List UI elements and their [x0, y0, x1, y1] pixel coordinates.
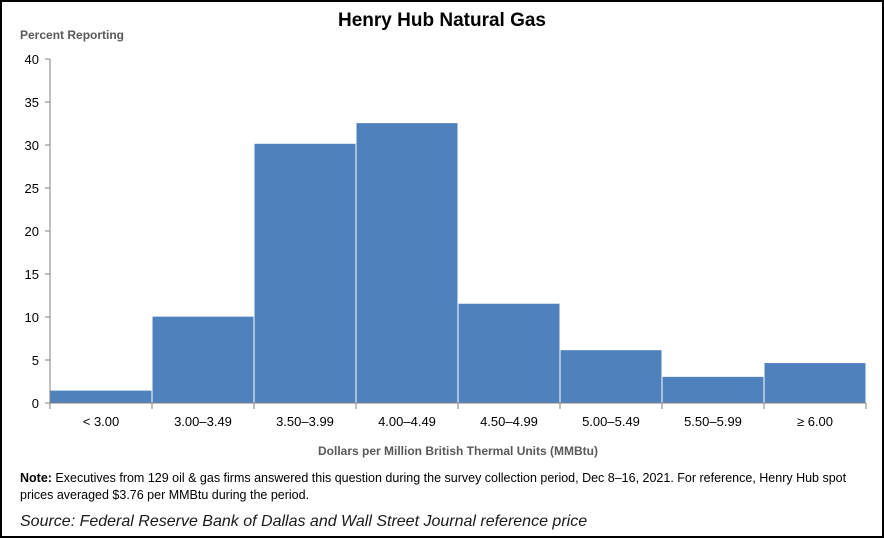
histogram-bar: [661, 375, 765, 404]
histogram-bar: [49, 389, 153, 404]
x-tick-label: 3.00–3.49: [174, 414, 232, 429]
histogram-bar: [457, 302, 561, 404]
x-tick-label: ≥ 6.00: [797, 414, 833, 429]
histogram-bar: [253, 142, 357, 404]
x-tick-label: 5.50–5.99: [684, 414, 742, 429]
histogram-bar: [763, 362, 867, 404]
chart-source: Source: Federal Reserve Bank of Dallas a…: [20, 513, 588, 530]
y-tick-label: 20: [25, 224, 39, 239]
y-tick-label: 25: [25, 181, 39, 196]
histogram-bar: [559, 349, 663, 404]
x-axis-label: Dollars per Million British Thermal Unit…: [317, 444, 598, 458]
x-tick-label: < 3.00: [83, 414, 120, 429]
y-tick-label: 0: [32, 396, 39, 411]
chart-note: Note: Executives from 129 oil & gas firm…: [20, 470, 870, 504]
histogram-bar: [151, 315, 255, 404]
y-tick-label: 40: [25, 52, 39, 67]
x-tick-label: 4.50–4.99: [480, 414, 538, 429]
x-tick-label: 4.00–4.49: [378, 414, 436, 429]
y-tick-label: 10: [25, 310, 39, 325]
histogram-bar: [355, 122, 459, 404]
note-label: Note:: [20, 471, 52, 485]
y-tick-label: 35: [25, 95, 39, 110]
x-tick-label: 5.00–5.49: [582, 414, 640, 429]
x-tick-label: 3.50–3.99: [276, 414, 334, 429]
chart-title: Henry Hub Natural Gas: [338, 10, 546, 31]
y-tick-label: 15: [25, 267, 39, 282]
note-text: Executives from 129 oil & gas firms answ…: [20, 471, 847, 502]
y-tick-label: 30: [25, 138, 39, 153]
y-tick-label: 5: [32, 353, 39, 368]
y-axis-label: Percent Reporting: [20, 28, 125, 42]
